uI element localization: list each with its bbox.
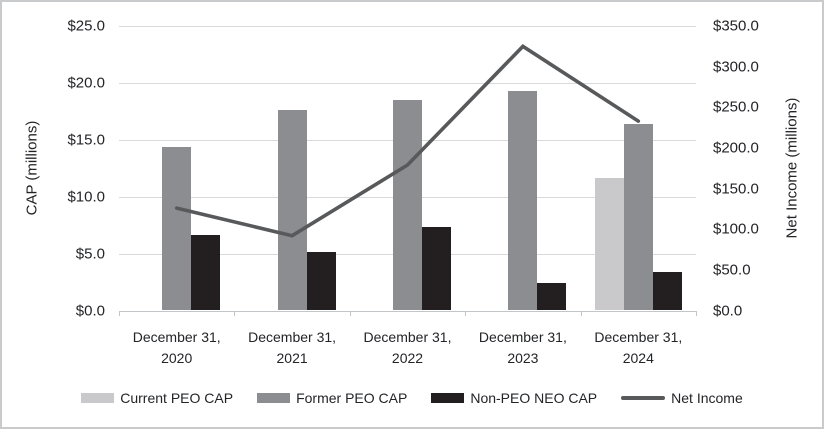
right-axis-tick-label: $150.0 bbox=[713, 180, 759, 198]
bar-former-peo-cap-1 bbox=[277, 110, 307, 311]
right-axis-tick-label: $200.0 bbox=[713, 139, 759, 157]
x-axis-line bbox=[119, 310, 696, 312]
gridline bbox=[119, 82, 696, 84]
left-axis-tick-label: $0.0 bbox=[75, 302, 105, 319]
right-axis-tick-label: $250.0 bbox=[713, 98, 759, 116]
legend-item-net-income: Net Income bbox=[621, 390, 743, 406]
bar-former-peo-cap-0 bbox=[162, 146, 192, 311]
legend-label: Non-PEO NEO CAP bbox=[470, 390, 598, 406]
x-axis-tick-mark bbox=[349, 310, 351, 316]
left-axis-tick-label: $25.0 bbox=[67, 17, 105, 35]
gridline bbox=[119, 26, 696, 27]
left-axis-tick-label: $5.0 bbox=[75, 245, 105, 263]
legend-label: Net Income bbox=[671, 390, 743, 406]
legend-color-swatch-icon bbox=[81, 393, 115, 403]
legend-line-swatch-icon bbox=[621, 396, 666, 400]
left-axis-tick-label: $20.0 bbox=[67, 74, 105, 92]
x-axis-category-label: December 31, 2021 bbox=[248, 328, 337, 366]
x-axis-category-label: December 31, 2020 bbox=[132, 328, 221, 366]
legend-label: Current PEO CAP bbox=[120, 390, 234, 406]
net-income-line-path bbox=[174, 44, 641, 238]
legend-color-swatch-icon bbox=[431, 393, 465, 403]
bar-non-peo-neo-cap-2 bbox=[422, 227, 451, 311]
right-axis-tick-label: $0.0 bbox=[713, 302, 743, 319]
bar-former-peo-cap-3 bbox=[508, 90, 538, 311]
legend-label: Former PEO CAP bbox=[296, 390, 408, 406]
x-axis-tick-mark bbox=[119, 310, 120, 316]
right-axis-tick-label: $350.0 bbox=[713, 17, 759, 35]
bar-non-peo-neo-cap-1 bbox=[306, 252, 336, 311]
right-axis-tick-label: $300.0 bbox=[713, 58, 759, 76]
bar-former-peo-cap-2 bbox=[393, 99, 422, 311]
left-axis-tick-label: $10.0 bbox=[67, 188, 105, 206]
bar-non-peo-neo-cap-4 bbox=[652, 271, 682, 311]
x-axis-category-label: December 31, 2024 bbox=[594, 328, 683, 366]
chart-legend: Current PEO CAP Former PEO CAP Non-PEO NEO… bbox=[2, 390, 822, 406]
bar-former-peo-cap-4 bbox=[623, 123, 653, 311]
bar-non-peo-neo-cap-3 bbox=[537, 283, 567, 311]
legend-item-former-peo-cap: Former PEO CAP bbox=[257, 390, 407, 406]
x-axis-tick-mark bbox=[234, 310, 236, 316]
legend-item-current-peo-cap: Current PEO CAP bbox=[81, 390, 233, 406]
bar-current-peo-cap-4 bbox=[594, 178, 624, 311]
bar-non-peo-neo-cap-0 bbox=[191, 235, 221, 311]
right-axis-tick-label: $50.0 bbox=[713, 261, 751, 279]
x-axis-category-label: December 31, 2022 bbox=[363, 328, 452, 366]
x-axis-tick-mark bbox=[465, 310, 467, 316]
x-axis-tick-mark bbox=[580, 310, 582, 316]
x-axis-tick-mark bbox=[696, 310, 697, 316]
legend-item-non-peo-neo-cap: Non-PEO NEO CAP bbox=[431, 390, 597, 406]
left-axis-tick-label: $15.0 bbox=[67, 131, 105, 149]
right-axis-tick-label: $100.0 bbox=[713, 220, 759, 238]
x-axis-category-label: December 31, 2023 bbox=[478, 328, 567, 366]
legend-color-swatch-icon bbox=[257, 393, 291, 403]
